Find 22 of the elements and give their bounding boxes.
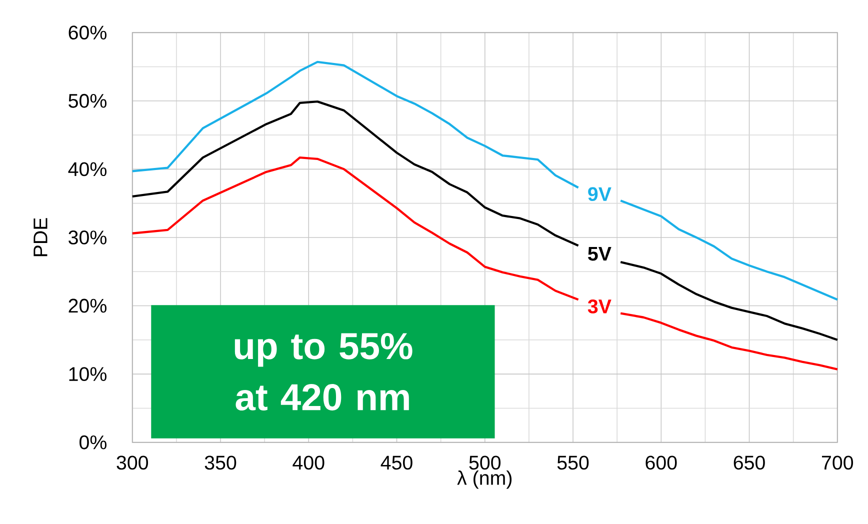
y-tick-label: 20% — [68, 298, 106, 313]
y-axis-title: PDE — [34, 218, 48, 256]
x-axis-title: λ (nm) — [457, 470, 512, 489]
x-tick-label: 700 — [822, 456, 854, 470]
annotation: up to 55% at 420 nm — [234, 332, 412, 410]
x-tick-label: 400 — [292, 456, 324, 470]
x-tick-label: 500 — [469, 456, 501, 470]
x-tick-label: 300 — [116, 456, 148, 470]
y-tick-label: 50% — [68, 94, 106, 108]
series-label: 3V — [588, 299, 612, 314]
series-label: 5V — [588, 246, 612, 261]
y-tick-label: 40% — [68, 162, 106, 176]
y-tick-label: 0% — [80, 435, 106, 450]
x-tick-label: 550 — [557, 456, 589, 470]
y-tick-label: 10% — [69, 366, 106, 381]
y-tick-label: 60% — [68, 25, 106, 40]
x-tick-label: 350 — [204, 456, 236, 470]
y-tick-label: 30% — [68, 230, 106, 244]
x-tick-label: 650 — [734, 456, 765, 470]
x-tick-label: 450 — [380, 456, 412, 470]
series-label: 9V — [588, 186, 612, 201]
x-tick-label: 600 — [646, 456, 677, 470]
